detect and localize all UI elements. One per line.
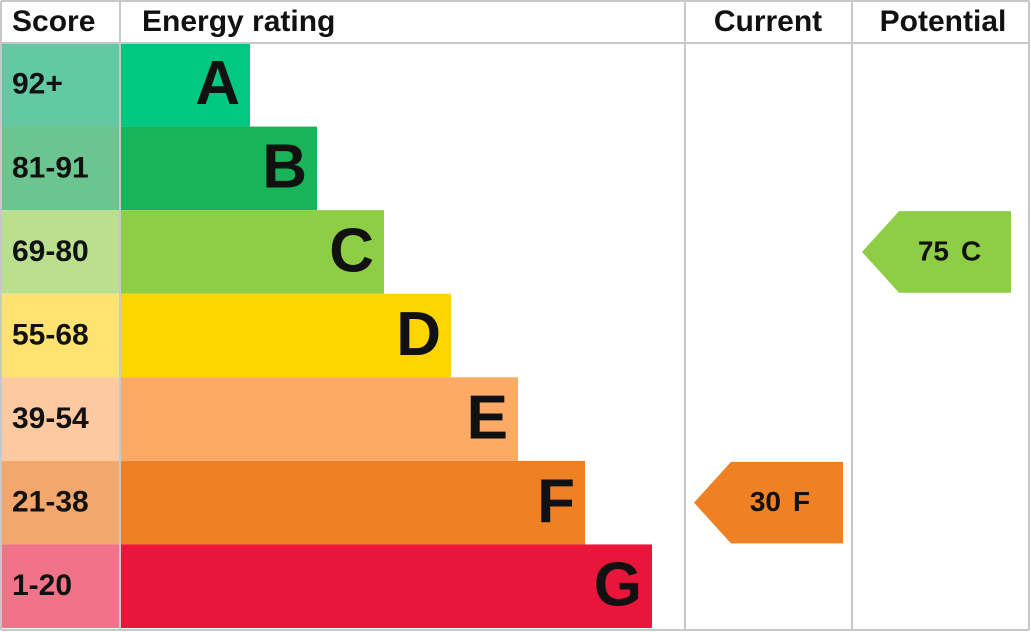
score-cell bbox=[0, 210, 120, 294]
score-cell bbox=[0, 544, 120, 628]
score-label: 69-80 bbox=[12, 235, 89, 268]
score-label: 1-20 bbox=[12, 569, 72, 602]
rating-bar bbox=[120, 544, 652, 628]
current-value: 30 bbox=[750, 486, 781, 517]
current-arrow bbox=[694, 461, 843, 544]
potential-arrow bbox=[862, 211, 1011, 293]
current-letter: F bbox=[793, 486, 810, 517]
header-current: Current bbox=[714, 5, 822, 38]
rating-letter: A bbox=[195, 49, 240, 118]
rating-letter: G bbox=[594, 551, 642, 620]
score-cell bbox=[0, 126, 120, 211]
score-cell bbox=[0, 43, 120, 127]
score-cell bbox=[0, 377, 120, 461]
rating-letter: C bbox=[329, 216, 374, 285]
rating-letter: B bbox=[262, 133, 307, 202]
rating-bar bbox=[120, 43, 250, 127]
rating-bar bbox=[120, 460, 585, 545]
potential-value: 75 bbox=[918, 235, 949, 266]
score-cell bbox=[0, 293, 120, 378]
score-label: 92+ bbox=[12, 68, 63, 101]
score-label: 55-68 bbox=[12, 318, 89, 351]
rating-letter: E bbox=[467, 383, 508, 452]
rating-bar bbox=[120, 377, 518, 461]
potential-letter: C bbox=[961, 235, 981, 266]
rating-letter: F bbox=[537, 467, 575, 536]
rating-letter: D bbox=[396, 300, 441, 369]
header-potential: Potential bbox=[880, 5, 1007, 38]
header-rating: Energy rating bbox=[142, 5, 335, 38]
rating-bar bbox=[120, 210, 384, 294]
score-label: 21-38 bbox=[12, 486, 89, 519]
score-label: 39-54 bbox=[12, 402, 89, 435]
rating-bar bbox=[120, 293, 451, 378]
header-score: Score bbox=[12, 5, 95, 38]
score-label: 81-91 bbox=[12, 151, 89, 184]
score-cell bbox=[0, 460, 120, 545]
rating-bar bbox=[120, 126, 317, 211]
